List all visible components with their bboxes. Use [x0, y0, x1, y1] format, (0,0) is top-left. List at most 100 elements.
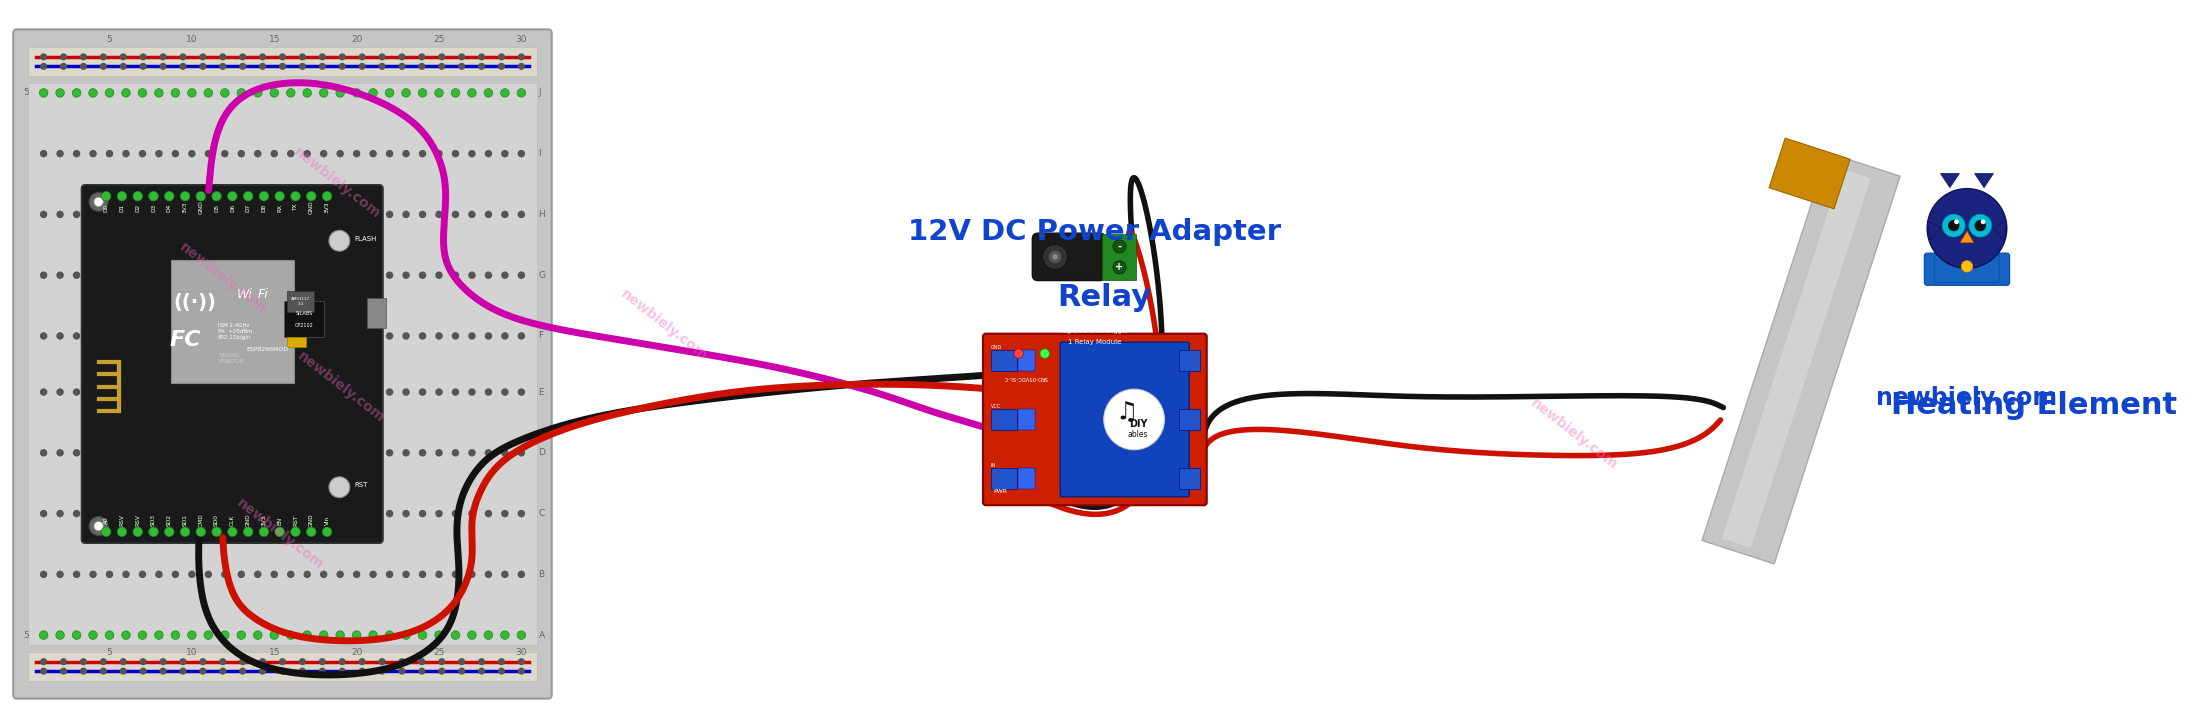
Text: newbiely.com: newbiely.com	[296, 349, 387, 425]
Circle shape	[80, 54, 86, 60]
Circle shape	[517, 631, 526, 639]
Circle shape	[106, 510, 113, 517]
Text: D6: D6	[230, 204, 234, 212]
Circle shape	[305, 333, 309, 339]
Circle shape	[159, 54, 166, 60]
Text: high/low level trigger: high/low level trigger	[1061, 328, 1129, 333]
Circle shape	[188, 89, 197, 97]
Circle shape	[301, 54, 305, 60]
Circle shape	[73, 632, 80, 638]
Circle shape	[139, 450, 146, 456]
Circle shape	[157, 333, 161, 339]
Circle shape	[418, 89, 427, 97]
Circle shape	[1927, 189, 2007, 268]
Circle shape	[301, 63, 305, 69]
Circle shape	[1980, 219, 1985, 224]
Text: VCC: VCC	[990, 404, 1001, 409]
Text: RX: RX	[276, 204, 283, 212]
Polygon shape	[1770, 138, 1850, 209]
Circle shape	[1114, 240, 1127, 253]
Circle shape	[354, 333, 360, 339]
Circle shape	[188, 151, 194, 157]
Circle shape	[340, 54, 345, 60]
Circle shape	[157, 389, 161, 395]
Circle shape	[1954, 219, 1958, 224]
Circle shape	[486, 510, 491, 517]
Circle shape	[380, 63, 385, 69]
Circle shape	[369, 631, 378, 639]
Circle shape	[272, 90, 276, 96]
Circle shape	[172, 571, 179, 577]
Circle shape	[480, 659, 484, 665]
Circle shape	[354, 272, 360, 278]
Circle shape	[387, 389, 393, 395]
Circle shape	[274, 191, 285, 201]
Circle shape	[338, 510, 343, 517]
Circle shape	[323, 191, 332, 201]
Circle shape	[243, 191, 252, 201]
Circle shape	[402, 90, 409, 96]
Text: A: A	[539, 630, 544, 640]
Bar	[1103, 234, 1136, 280]
Circle shape	[402, 510, 409, 517]
Circle shape	[212, 527, 221, 537]
Circle shape	[179, 668, 186, 674]
Circle shape	[369, 211, 376, 218]
Circle shape	[261, 659, 265, 665]
Circle shape	[221, 333, 228, 339]
Circle shape	[40, 450, 46, 456]
Text: CLK: CLK	[230, 515, 234, 526]
Circle shape	[387, 151, 393, 157]
Circle shape	[453, 571, 457, 577]
Circle shape	[385, 631, 393, 639]
Circle shape	[420, 659, 424, 665]
Text: newbiely.com: newbiely.com	[1527, 396, 1620, 472]
Circle shape	[188, 510, 194, 517]
Circle shape	[469, 450, 475, 456]
Circle shape	[469, 571, 475, 577]
Circle shape	[338, 272, 343, 278]
Circle shape	[259, 191, 270, 201]
Circle shape	[453, 389, 457, 395]
Circle shape	[387, 333, 393, 339]
Circle shape	[354, 389, 360, 395]
Circle shape	[73, 272, 80, 278]
Circle shape	[519, 510, 524, 517]
Circle shape	[241, 668, 245, 674]
Circle shape	[221, 63, 225, 69]
Circle shape	[360, 668, 365, 674]
Circle shape	[40, 90, 46, 96]
Circle shape	[502, 333, 508, 339]
Circle shape	[320, 333, 327, 339]
FancyBboxPatch shape	[13, 29, 552, 699]
Circle shape	[387, 211, 393, 218]
Polygon shape	[1993, 221, 2007, 240]
Circle shape	[486, 211, 491, 218]
Circle shape	[57, 90, 64, 96]
Circle shape	[469, 272, 475, 278]
Circle shape	[155, 631, 164, 639]
Circle shape	[369, 272, 376, 278]
Text: 12V DC Power Adapter: 12V DC Power Adapter	[908, 218, 1282, 246]
Circle shape	[469, 89, 475, 97]
Circle shape	[499, 668, 504, 674]
Circle shape	[502, 450, 508, 456]
Circle shape	[301, 659, 305, 665]
Text: 15: 15	[267, 649, 281, 657]
Circle shape	[221, 89, 230, 97]
Circle shape	[91, 90, 95, 96]
Circle shape	[305, 151, 309, 157]
Circle shape	[480, 668, 484, 674]
Circle shape	[88, 517, 108, 536]
Circle shape	[243, 527, 252, 537]
Circle shape	[119, 63, 126, 69]
Circle shape	[139, 333, 146, 339]
Circle shape	[241, 54, 245, 60]
Circle shape	[159, 63, 166, 69]
Circle shape	[201, 668, 206, 674]
Circle shape	[469, 631, 475, 639]
Circle shape	[380, 54, 385, 60]
Text: ables: ables	[1127, 430, 1149, 439]
Circle shape	[1943, 214, 1965, 237]
Text: EN: EN	[276, 516, 283, 525]
